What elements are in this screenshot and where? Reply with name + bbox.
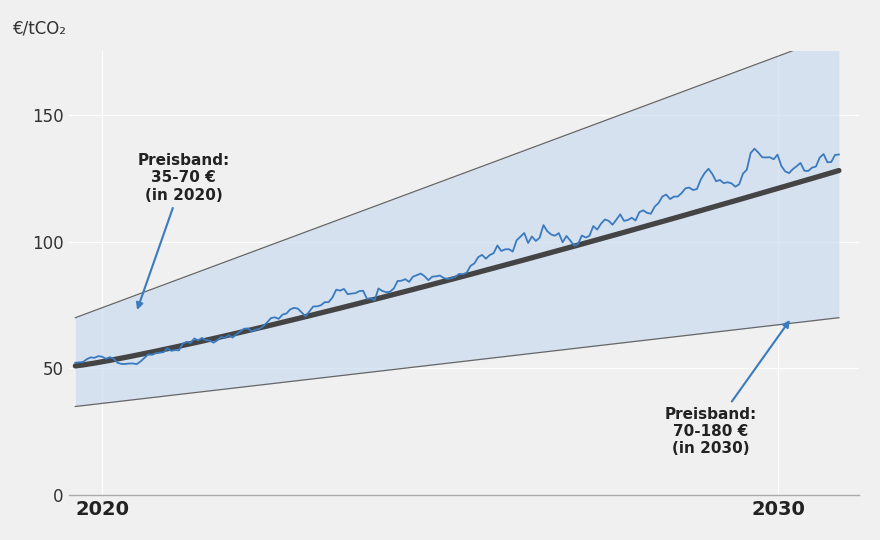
Text: €/tCO₂: €/tCO₂ bbox=[13, 20, 67, 38]
Text: Preisband:
35-70 €
(in 2020): Preisband: 35-70 € (in 2020) bbox=[137, 153, 230, 308]
Text: Preisband:
70-180 €
(in 2030): Preisband: 70-180 € (in 2030) bbox=[664, 322, 788, 456]
